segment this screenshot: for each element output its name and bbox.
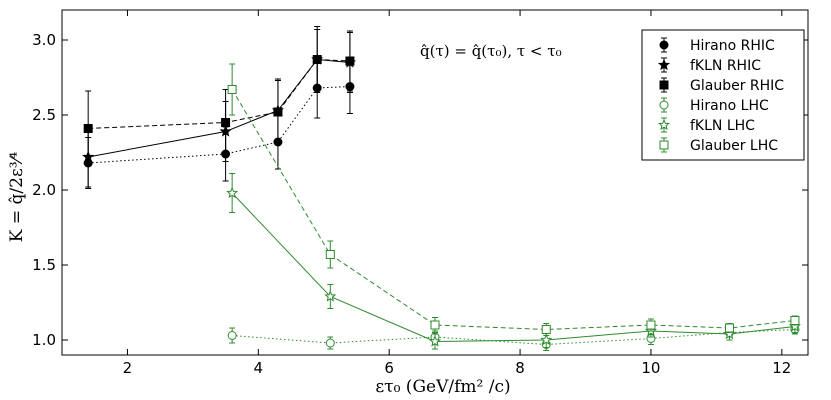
legend-marker xyxy=(659,40,669,50)
x-tick-label: 4 xyxy=(254,359,264,377)
x-tick-label: 2 xyxy=(123,359,133,377)
data-point xyxy=(312,55,322,64)
series-line xyxy=(88,58,350,158)
y-tick-label: 2.0 xyxy=(32,181,56,199)
legend-label: fKLN LHC xyxy=(690,118,755,134)
legend-marker xyxy=(659,80,669,90)
series-layer xyxy=(82,26,801,351)
data-point xyxy=(221,118,231,127)
x-tick-label: 8 xyxy=(515,359,525,377)
legend-marker xyxy=(657,118,671,131)
data-point xyxy=(646,320,656,330)
data-point xyxy=(540,333,553,346)
legend-marker xyxy=(659,100,669,110)
x-tick-label: 6 xyxy=(384,359,394,377)
legend-entry: fKLN RHIC xyxy=(657,57,761,74)
series-fkln-rhic xyxy=(82,29,356,188)
data-point xyxy=(226,186,239,199)
data-point xyxy=(541,325,551,334)
legend-label: Glauber LHC xyxy=(690,138,778,154)
series-fkln-lhc xyxy=(226,173,801,350)
axes: 2 4 6 8 10 12 1.0 1.5 2.0 2.5 3.0 xyxy=(32,9,809,377)
data-point xyxy=(324,290,337,302)
annotation: q̂(τ) = q̂(τ₀), τ < τ₀ xyxy=(420,42,562,60)
legend-entry: Glauber RHIC xyxy=(659,77,784,94)
data-point xyxy=(345,56,355,66)
data-point xyxy=(227,85,237,94)
legend-marker xyxy=(657,58,671,71)
y-tick-label: 1.0 xyxy=(32,331,56,349)
y-axis-label: K = q̂/2ε³⁄⁴ xyxy=(7,152,27,243)
y-tick-label: 2.5 xyxy=(32,106,56,124)
legend-entry: fKLN LHC xyxy=(657,117,755,134)
x-tick-label: 10 xyxy=(641,359,660,377)
legend-label: Hirano LHC xyxy=(690,98,769,114)
data-point xyxy=(83,124,93,133)
y-tick-label: 3.0 xyxy=(32,31,56,49)
legend-entry: Glauber LHC xyxy=(659,137,778,154)
data-point xyxy=(273,107,283,117)
legend-label: fKLN RHIC xyxy=(690,58,761,74)
series-glauber-lhc xyxy=(227,63,800,336)
data-point xyxy=(430,320,440,330)
data-point xyxy=(724,323,734,333)
series-hirano-lhc xyxy=(227,324,800,351)
plot-frame xyxy=(61,9,809,356)
data-point xyxy=(428,335,442,347)
series-line xyxy=(232,329,795,346)
legend-box xyxy=(641,29,805,161)
legend-entry: Hirano LHC xyxy=(659,97,769,114)
x-axis-label: ετ₀ (GeV/fm² /c) xyxy=(375,377,510,397)
data-point xyxy=(325,338,335,348)
data-point xyxy=(325,250,335,259)
data-point xyxy=(227,331,237,340)
legend-label: Hirano RHIC xyxy=(690,38,775,54)
y-tick-label: 1.5 xyxy=(32,256,56,274)
legend-entry: Hirano RHIC xyxy=(659,37,775,54)
legend-label: Glauber RHIC xyxy=(690,78,784,94)
series-line xyxy=(231,192,795,343)
series-glauber-rhic xyxy=(83,26,355,167)
x-tick-label: 12 xyxy=(772,359,791,377)
series-line xyxy=(88,58,350,129)
legend-marker xyxy=(659,140,669,150)
data-point xyxy=(790,316,800,325)
series-line xyxy=(88,86,350,164)
legend: Hirano RHIC fKLN RHIC Glauber RHIC Hirano L… xyxy=(641,29,805,161)
